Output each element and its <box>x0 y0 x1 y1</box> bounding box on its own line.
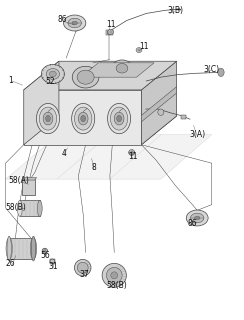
Ellipse shape <box>72 103 95 134</box>
Polygon shape <box>24 61 59 145</box>
Ellipse shape <box>136 48 142 52</box>
Ellipse shape <box>77 70 94 84</box>
Ellipse shape <box>129 149 135 155</box>
Ellipse shape <box>129 150 135 156</box>
Text: 3(A): 3(A) <box>189 130 205 139</box>
Text: 3(B): 3(B) <box>167 6 183 15</box>
Polygon shape <box>181 116 186 119</box>
Polygon shape <box>24 116 177 145</box>
Ellipse shape <box>72 66 99 88</box>
Ellipse shape <box>37 200 42 216</box>
Ellipse shape <box>63 15 86 31</box>
Text: 58(B): 58(B) <box>107 281 128 290</box>
Polygon shape <box>22 178 37 180</box>
Ellipse shape <box>43 112 53 125</box>
Text: 4: 4 <box>61 149 66 158</box>
Polygon shape <box>20 200 40 216</box>
Ellipse shape <box>74 260 91 276</box>
Text: 11: 11 <box>139 42 149 52</box>
Text: 37: 37 <box>80 270 89 279</box>
Ellipse shape <box>194 216 200 220</box>
Ellipse shape <box>108 103 131 134</box>
Polygon shape <box>142 61 177 145</box>
Ellipse shape <box>74 107 92 130</box>
Ellipse shape <box>41 64 64 84</box>
Text: 31: 31 <box>48 262 58 271</box>
Ellipse shape <box>44 250 46 252</box>
Ellipse shape <box>116 63 128 73</box>
Ellipse shape <box>37 103 60 134</box>
Text: 86: 86 <box>188 219 197 228</box>
Polygon shape <box>24 61 177 90</box>
Ellipse shape <box>72 21 77 25</box>
Ellipse shape <box>78 112 88 125</box>
Text: 3(C): 3(C) <box>204 65 220 74</box>
Ellipse shape <box>7 236 11 261</box>
Text: 1: 1 <box>8 76 13 85</box>
Text: 11: 11 <box>106 20 116 29</box>
Ellipse shape <box>77 262 88 273</box>
Ellipse shape <box>102 263 126 287</box>
Ellipse shape <box>6 238 12 260</box>
Text: 26: 26 <box>6 259 15 268</box>
Text: 56: 56 <box>41 251 51 260</box>
FancyBboxPatch shape <box>50 260 55 264</box>
Circle shape <box>81 116 86 122</box>
Ellipse shape <box>108 29 113 35</box>
Text: 8: 8 <box>92 164 96 172</box>
Ellipse shape <box>30 238 37 260</box>
Polygon shape <box>81 63 154 77</box>
Ellipse shape <box>111 272 118 279</box>
Ellipse shape <box>31 236 36 261</box>
Ellipse shape <box>46 68 60 79</box>
Polygon shape <box>142 87 177 122</box>
Ellipse shape <box>112 60 132 76</box>
Circle shape <box>117 116 122 122</box>
Ellipse shape <box>158 109 164 116</box>
Text: 11: 11 <box>128 152 138 161</box>
Text: 58(B): 58(B) <box>5 203 26 212</box>
Ellipse shape <box>191 213 204 223</box>
Text: 52: 52 <box>46 77 55 86</box>
Ellipse shape <box>186 210 208 226</box>
Text: 58(A): 58(A) <box>9 176 29 185</box>
Polygon shape <box>9 238 33 260</box>
Ellipse shape <box>50 259 55 264</box>
Ellipse shape <box>106 268 122 283</box>
Circle shape <box>218 68 224 76</box>
Ellipse shape <box>68 18 81 28</box>
Text: 86: 86 <box>58 15 67 24</box>
Ellipse shape <box>114 112 124 125</box>
FancyBboxPatch shape <box>106 30 112 36</box>
Circle shape <box>46 116 51 122</box>
Ellipse shape <box>50 71 56 77</box>
Polygon shape <box>6 134 212 179</box>
FancyBboxPatch shape <box>22 180 35 195</box>
Ellipse shape <box>39 107 57 130</box>
Polygon shape <box>24 90 142 145</box>
Ellipse shape <box>107 30 112 35</box>
Ellipse shape <box>17 200 22 216</box>
Ellipse shape <box>110 107 128 130</box>
Ellipse shape <box>42 248 48 253</box>
